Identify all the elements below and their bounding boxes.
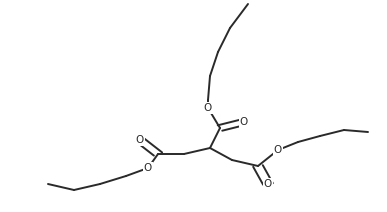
- Text: O: O: [204, 103, 212, 113]
- Text: O: O: [144, 163, 152, 173]
- Text: O: O: [240, 117, 248, 127]
- Text: O: O: [274, 145, 282, 155]
- Text: O: O: [264, 179, 272, 189]
- Text: O: O: [136, 135, 144, 145]
